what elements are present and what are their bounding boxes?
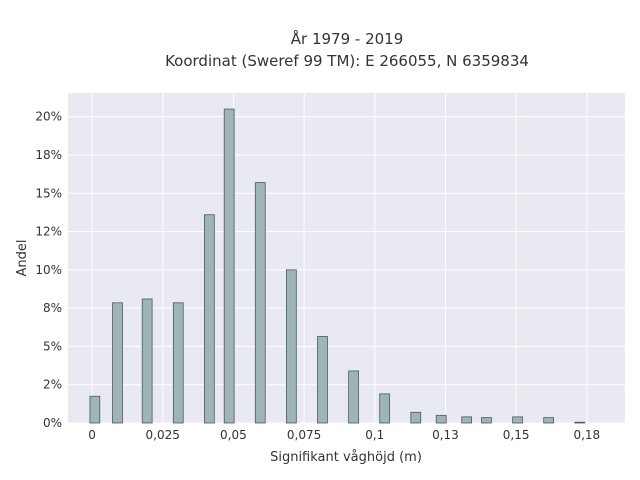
- y-axis-label: Andel: [15, 240, 30, 277]
- bar: [574, 421, 586, 424]
- bar: [379, 393, 391, 424]
- x-tick-label: 0,025: [146, 428, 180, 442]
- x-tick-label: 0,18: [573, 428, 600, 442]
- y-tick-label: 18%: [35, 148, 62, 162]
- x-tick-label: 0,15: [503, 428, 530, 442]
- y-tick-label: 5%: [43, 339, 62, 353]
- bar: [172, 302, 184, 424]
- bar: [204, 214, 215, 424]
- y-tick-label: 8%: [43, 301, 62, 315]
- x-axis-label: Signifikant våghöjd (m): [270, 450, 422, 465]
- bar: [543, 417, 555, 424]
- bar: [286, 269, 297, 424]
- bar: [512, 416, 523, 424]
- x-tick-label: 0: [88, 428, 96, 442]
- y-tick-label: 10%: [35, 263, 62, 277]
- bar: [435, 414, 447, 424]
- bar: [141, 298, 153, 424]
- bar: [112, 302, 123, 424]
- x-tick-label: 0,1: [365, 428, 384, 442]
- bars: [89, 108, 586, 424]
- y-tick-label: 0%: [43, 416, 62, 430]
- bar: [410, 411, 422, 424]
- bar: [317, 336, 328, 424]
- gridlines: [68, 93, 625, 424]
- x-tick-label: 0,13: [432, 428, 459, 442]
- x-tick-label: 0,075: [287, 428, 321, 442]
- y-tick-labels: 0% 2% 5% 8% 10% 12% 15% 18% 20%: [35, 110, 62, 430]
- y-tick-label: 2%: [43, 378, 62, 392]
- bar: [89, 395, 101, 424]
- chart-title-line-2: Koordinat (Sweref 99 TM): E 266055, N 63…: [165, 52, 529, 70]
- bar: [481, 417, 492, 424]
- x-tick-label: 0,05: [220, 428, 247, 442]
- plot-area: [68, 93, 625, 423]
- x-tick-labels: 0 0,025 0,05 0,075 0,1 0,13 0,15 0,18: [88, 428, 600, 442]
- y-tick-label: 15%: [35, 186, 62, 200]
- bar: [254, 182, 266, 424]
- bar: [223, 108, 235, 424]
- y-tick-label: 20%: [35, 110, 62, 124]
- y-tick-label: 12%: [35, 225, 62, 239]
- bar: [348, 370, 359, 424]
- chart-title-line-1: År 1979 - 2019: [291, 29, 404, 48]
- bar: [461, 416, 473, 424]
